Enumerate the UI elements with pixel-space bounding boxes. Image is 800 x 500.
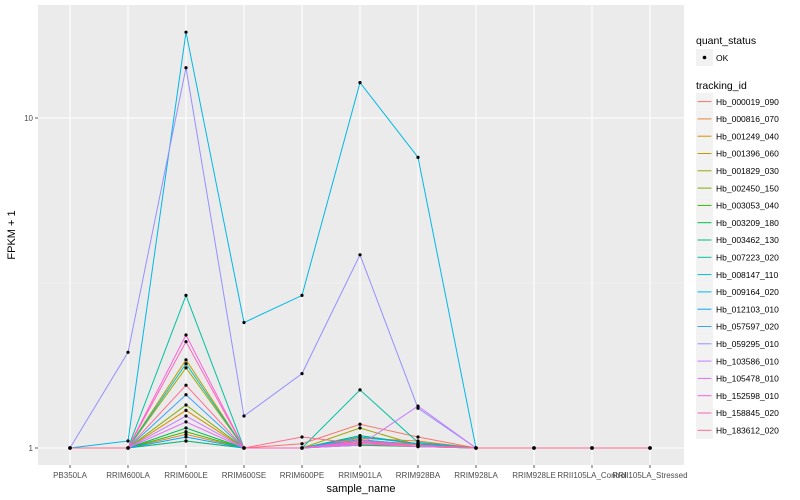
data-point (532, 446, 536, 450)
data-point (358, 439, 362, 443)
data-point (184, 420, 188, 424)
legend-label: Hb_002450_150 (716, 183, 779, 193)
grid-lines (38, 5, 684, 465)
x-tick-label: RRIM901LA (338, 471, 382, 480)
data-point (358, 442, 362, 446)
legend-label: Hb_059295_010 (716, 339, 779, 349)
data-point (590, 446, 594, 450)
legend-label: Hb_003462_130 (716, 235, 779, 245)
legend-label: Hb_000816_070 (716, 114, 779, 124)
data-point (358, 422, 362, 426)
plot-panel (38, 5, 684, 465)
data-point (358, 426, 362, 430)
legend-label: Hb_057597_020 (716, 322, 779, 332)
legend-label: Hb_183612_020 (716, 426, 779, 436)
data-point (184, 358, 188, 362)
data-point (474, 446, 478, 450)
legend-label: Hb_001396_060 (716, 149, 779, 159)
y-tick-label: 10 (24, 114, 33, 123)
legend-label: Hb_103586_010 (716, 356, 779, 366)
x-tick-label: RRIM600SE (222, 471, 266, 480)
data-point (184, 435, 188, 439)
x-tick-label: RRII105LA_Control (557, 471, 627, 480)
data-point (358, 81, 362, 85)
legend-point-ok (702, 55, 707, 60)
data-point (184, 383, 188, 387)
data-point (184, 414, 188, 418)
legend-label: Hb_003209_180 (716, 218, 779, 228)
data-point (300, 435, 304, 439)
legend-label: Hb_003053_040 (716, 201, 779, 211)
legend-label: Hb_012103_010 (716, 304, 779, 314)
x-tick-label: RRIM600PE (280, 471, 324, 480)
legend-tracking-title: tracking_id (696, 80, 747, 92)
data-point (242, 446, 246, 450)
x-tick-label: RRIM600LE (164, 471, 208, 480)
legend-label: Hb_007223_020 (716, 253, 779, 263)
data-point (68, 446, 72, 450)
legend-label: Hb_152598_010 (716, 391, 779, 401)
data-point (184, 366, 188, 370)
legend-label-ok: OK (716, 53, 729, 63)
data-point (184, 403, 188, 407)
data-point (184, 293, 188, 298)
data-point (184, 66, 188, 70)
data-point (358, 253, 362, 257)
data-point (242, 320, 246, 325)
data-point (184, 340, 188, 344)
data-point (242, 414, 246, 418)
legend-label: Hb_008147_110 (716, 270, 779, 280)
data-point (126, 446, 130, 450)
data-point (416, 435, 420, 439)
data-points (68, 30, 652, 450)
legend-label: Hb_158845_020 (716, 408, 779, 418)
data-point (184, 426, 188, 430)
data-point (300, 446, 304, 450)
data-point (184, 362, 188, 366)
data-point (184, 30, 188, 34)
axes: 1 10 PB350LA RRIM600LA RRIM600LE RRIM600SE RRI… (24, 114, 687, 480)
data-point (648, 446, 652, 450)
x-tick-label: PB350LA (53, 471, 87, 480)
data-point (184, 333, 188, 337)
data-point (416, 404, 420, 408)
x-axis-title: sample_name (326, 483, 395, 495)
data-point (184, 393, 188, 397)
data-point (416, 443, 420, 447)
data-point (184, 430, 188, 434)
x-tick-label: RRIM928BA (396, 471, 441, 480)
x-tick-label: RRII105LA_Stressed (612, 471, 687, 480)
x-tick-label: RRIM928LA (454, 471, 498, 480)
legend-status-title: quant_status (696, 35, 756, 47)
data-point (300, 372, 304, 376)
legend-label: Hb_000019_090 (716, 97, 779, 107)
data-point (358, 435, 362, 439)
legend-label: Hb_001829_030 (716, 166, 779, 176)
x-tick-label: RRIM928LE (512, 471, 556, 480)
data-point (184, 432, 188, 436)
data-point (184, 439, 188, 443)
data-point (300, 293, 304, 298)
data-point (126, 439, 130, 443)
legend-label: Hb_001249_040 (716, 131, 779, 141)
legend: quant_status tracking_id OK Hb_000019_090… (696, 35, 779, 439)
legend-label: Hb_105478_010 (716, 374, 779, 384)
x-tick-label: RRIM600LA (106, 471, 150, 480)
data-point (184, 408, 188, 412)
data-point (416, 155, 420, 159)
y-axis-title: FPKM + 1 (6, 210, 18, 259)
data-point (358, 388, 362, 392)
data-point (126, 350, 130, 354)
data-point (300, 442, 304, 446)
legend-label: Hb_009164_020 (716, 287, 779, 297)
y-tick-label: 1 (29, 444, 34, 453)
